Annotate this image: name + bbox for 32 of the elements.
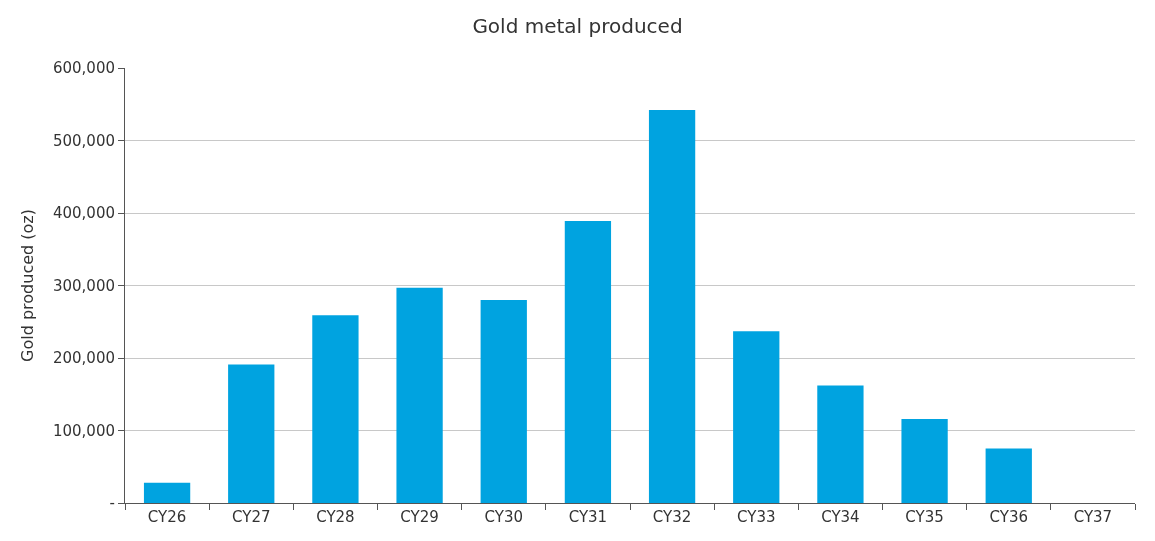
y-tick-label: 400,000 [52, 204, 115, 223]
bar [901, 418, 948, 503]
x-tick-label: CY31 [568, 508, 608, 526]
y-tick-label: 500,000 [52, 131, 115, 150]
x-tick-label: CY37 [1073, 508, 1113, 526]
bar [396, 287, 443, 503]
x-tick-label: CY33 [737, 508, 776, 526]
x-tick-label: CY32 [652, 508, 692, 526]
chart-title: Gold metal produced [472, 13, 683, 38]
bar [143, 482, 191, 503]
bar [480, 300, 527, 503]
bar [733, 331, 780, 503]
y-tick-label: 100,000 [52, 421, 115, 440]
y-tick-label: 300,000 [52, 276, 115, 295]
bar [312, 315, 359, 503]
bar [564, 220, 612, 503]
x-tick-label: CY30 [484, 508, 523, 526]
y-tick-label: 200,000 [52, 349, 115, 368]
bar [648, 110, 696, 503]
bar [817, 385, 864, 503]
x-tick-label: CY36 [989, 508, 1028, 526]
x-tick-label: CY34 [821, 508, 860, 526]
x-tick-label: CY28 [316, 508, 355, 526]
y-axis-title: Gold produced (oz) [17, 209, 37, 362]
bar [228, 364, 275, 503]
bar [985, 448, 1032, 503]
x-tick-label: CY26 [147, 508, 187, 526]
x-tick-label: CY35 [905, 508, 944, 526]
x-tick-label: CY29 [400, 508, 439, 526]
y-tick-label: - [109, 494, 115, 513]
y-tick-label: 600,000 [52, 59, 115, 78]
x-tick-label: CY27 [232, 508, 271, 526]
